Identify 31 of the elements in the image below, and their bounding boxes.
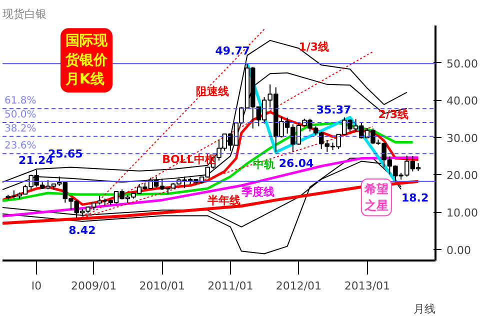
annotation: 希望之星 xyxy=(363,182,388,213)
annotation: 35.37 xyxy=(316,103,352,116)
annotation: 61.8% xyxy=(4,96,36,107)
annotation: 阻速线 xyxy=(196,85,229,98)
x-axis-title: 月线 xyxy=(414,302,436,316)
y-tick-label: 0.00 xyxy=(446,244,471,257)
y-tick-label: 40.00 xyxy=(446,94,478,108)
x-tick-label: 2012/01 xyxy=(276,280,322,292)
annotation: 1/3线 xyxy=(298,40,330,54)
annotation: 38.2% xyxy=(4,123,36,134)
y-tick-label: 20.00 xyxy=(446,169,478,182)
annotation: 8.42 xyxy=(68,224,96,237)
annotation: 季度线 xyxy=(240,186,274,199)
annotation: 半年线 xyxy=(206,194,241,207)
annotation: 26.04 xyxy=(278,157,314,170)
annotation: 50.0% xyxy=(4,110,36,121)
annotation: 23.6% xyxy=(4,140,36,152)
annotation: 2/3线 xyxy=(378,108,409,121)
x-tick-label: I0 xyxy=(31,280,42,292)
x-tick-label: 2009/01 xyxy=(70,280,117,292)
annotation: 中轨 xyxy=(252,158,275,171)
chart-title: 现货白银 xyxy=(2,8,46,20)
x-tick-label: 2010/01 xyxy=(139,280,185,292)
x-tick-label: 2013/01 xyxy=(344,280,390,292)
y-tick-label: 50.00 xyxy=(446,57,478,70)
text: 国际现货银价月K线 xyxy=(64,33,108,88)
annotation: 18.2 xyxy=(401,191,429,204)
x-tick-label: 2011/01 xyxy=(208,280,254,292)
annotation: 49.77 xyxy=(215,44,250,58)
y-tick-label: 30.00 xyxy=(446,132,478,145)
y-tick-label: 10.00 xyxy=(446,206,478,220)
